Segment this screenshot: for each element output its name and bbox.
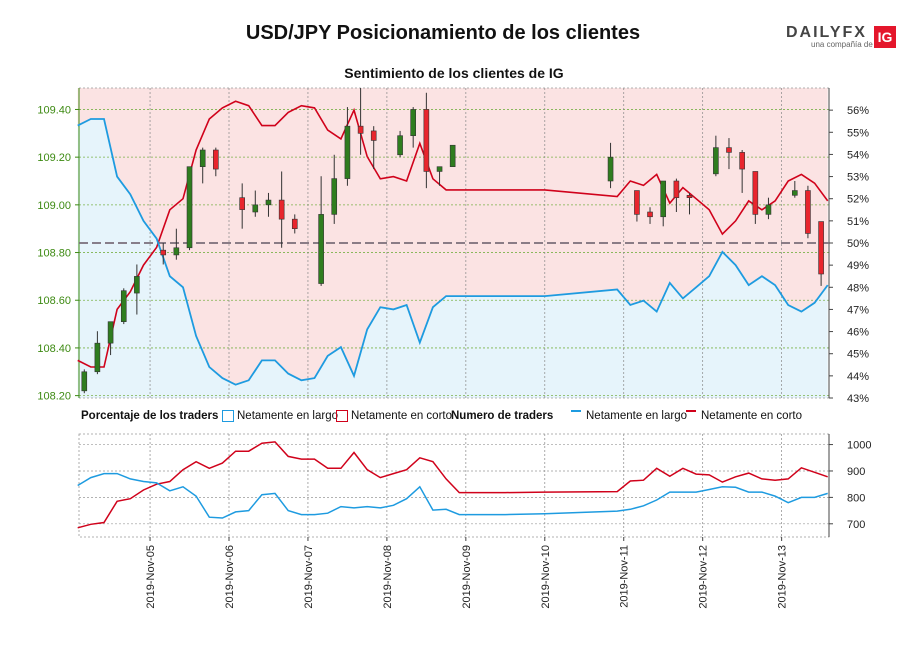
pct-tick-label: 45% <box>847 349 869 361</box>
legend-num-label: Numero de traders <box>451 410 554 422</box>
long-area-fill <box>77 119 828 398</box>
candle-body <box>134 276 140 294</box>
count-tick-label: 1000 <box>847 440 871 452</box>
date-tick-label: 2019-Nov-11 <box>619 545 631 608</box>
pct-tick-label: 44% <box>847 371 869 383</box>
candle-body <box>291 218 298 229</box>
legend-pct-short: Netamente en corto <box>351 410 453 422</box>
candle-body <box>647 211 653 218</box>
candle-body <box>449 144 456 167</box>
candle-body <box>634 190 640 215</box>
legend-pct-long-swatch <box>222 410 234 422</box>
legend-pct-long: Netamente en largo <box>237 410 339 422</box>
legend: Porcentaje de los traders Netamente en l… <box>81 410 841 426</box>
pct-tick-label: 54% <box>847 149 869 161</box>
date-tick-label: 2019-Nov-05 <box>145 545 157 609</box>
candle-body <box>397 135 403 156</box>
candle-body <box>765 204 772 215</box>
count-short-line <box>77 441 828 529</box>
price-tick-label: 109.40 <box>37 104 71 116</box>
candle-body <box>107 321 114 344</box>
pct-tick-label: 50% <box>847 238 869 250</box>
candle-body <box>278 199 285 220</box>
count-tick-label: 900 <box>847 466 865 478</box>
candle-body <box>818 221 824 275</box>
date-tick-label: 2019-Nov-08 <box>382 545 394 609</box>
candle-body <box>173 247 180 256</box>
legend-pct-label: Porcentaje de los traders <box>81 410 219 422</box>
price-tick-label: 108.40 <box>37 343 71 355</box>
candle-body <box>660 180 667 218</box>
candle-body <box>739 152 745 170</box>
pct-tick-label: 46% <box>847 327 869 339</box>
candle-body <box>792 190 798 196</box>
candle-body <box>423 109 430 172</box>
candle-body <box>318 214 324 284</box>
legend-num-short-swatch <box>686 410 696 412</box>
ig-badge: IG <box>874 26 896 48</box>
price-tick-label: 108.60 <box>37 295 71 307</box>
candle-body <box>686 195 693 198</box>
bottom-panel-frame <box>78 433 830 538</box>
pct-tick-label: 56% <box>847 105 869 117</box>
date-tick-label: 2019-Nov-06 <box>224 545 236 609</box>
legend-pct-short-swatch <box>336 410 348 422</box>
candle-body <box>81 371 88 392</box>
candle-body <box>370 130 377 141</box>
pct-tick-label: 49% <box>847 260 869 272</box>
candle-body <box>805 190 811 234</box>
price-tick-label: 108.20 <box>37 391 71 403</box>
candle-body <box>120 290 127 322</box>
date-tick-label: 2019-Nov-10 <box>540 545 552 609</box>
date-tick-label: 2019-Nov-07 <box>303 545 315 609</box>
price-tick-label: 109.20 <box>37 152 71 164</box>
pct-tick-label: 43% <box>847 393 869 405</box>
dailyfx-logo: DAILYFX una compañía de IG <box>786 24 898 50</box>
candle-body <box>344 125 351 179</box>
candle-body <box>265 199 272 206</box>
candle-body <box>726 147 732 153</box>
short-area-fill <box>77 88 828 385</box>
date-tick-label: 2019-Nov-09 <box>461 545 473 609</box>
candle-body <box>752 171 759 215</box>
count-tick-label: 800 <box>847 492 865 504</box>
pct-tick-label: 55% <box>847 127 869 139</box>
candle-body <box>410 109 416 136</box>
date-tick-label: 2019-Nov-12 <box>698 545 710 609</box>
candle-body <box>673 180 680 198</box>
price-tick-label: 109.00 <box>37 200 71 212</box>
candle-body <box>186 166 193 249</box>
candle-body <box>160 249 167 256</box>
logo-tagline: una compañía de <box>811 40 873 49</box>
candle-body <box>94 342 101 373</box>
pct-tick-label: 52% <box>847 194 869 206</box>
logo-brand: DAILYFX <box>786 24 867 41</box>
pct-tick-label: 53% <box>847 172 869 184</box>
candle-body <box>713 147 719 175</box>
pct-tick-label: 48% <box>847 282 869 294</box>
chart-subtitle: Sentimiento de los clientes de IG <box>344 65 564 81</box>
pct-long-line <box>77 118 829 386</box>
pct-short-line <box>77 100 829 368</box>
candle-body <box>252 204 259 213</box>
price-tick-label: 108.80 <box>37 248 71 260</box>
chart-title: USD/JPY Posicionamiento de los clientes <box>245 22 641 44</box>
legend-num-long: Netamente en largo <box>586 410 688 422</box>
count-tick-label: 700 <box>847 519 865 531</box>
candle-body <box>607 156 614 182</box>
candle-body <box>357 125 364 134</box>
legend-num-long-swatch <box>571 410 581 412</box>
date-tick-label: 2019-Nov-13 <box>777 545 789 609</box>
pct-tick-label: 51% <box>847 216 869 228</box>
candle-body <box>199 149 206 167</box>
candle-body <box>436 166 443 172</box>
count-long-line <box>77 472 828 519</box>
legend-num-short: Netamente en corto <box>701 410 803 422</box>
candle-body <box>213 149 219 170</box>
candle-body <box>239 197 245 210</box>
candle-body <box>331 178 338 215</box>
pct-tick-label: 47% <box>847 304 869 316</box>
